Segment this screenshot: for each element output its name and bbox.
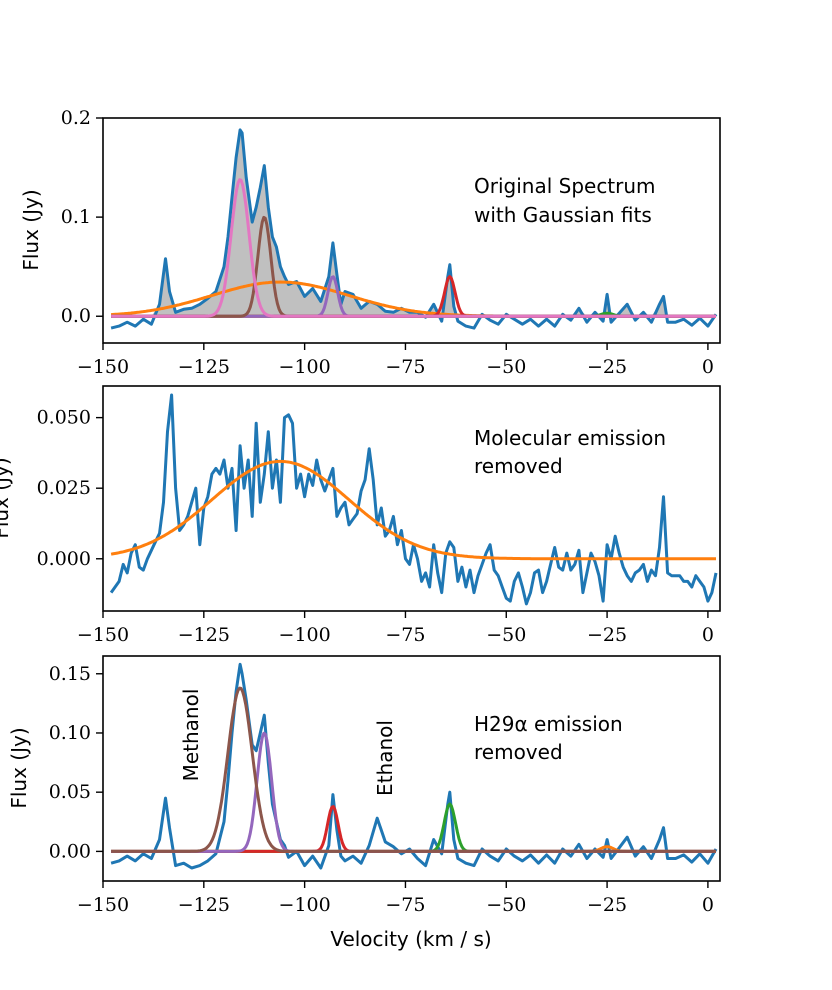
x-tick-label: −125 (178, 356, 230, 378)
axes-frame (102, 385, 721, 612)
y-tick-label: 0.000 (37, 548, 91, 570)
x-axis-ticks: −150 −125 −100 −75 −50 −25 0 (77, 881, 714, 916)
annotation-removed: removed (474, 454, 563, 478)
y-axis-ticks: 0.0 0.1 0.2 (61, 107, 103, 327)
panel-molecular-removed: −150 −125 −100 −75 −50 −25 0 0.000 0.025 0.050 F… (0, 385, 721, 646)
x-axis-ticks: −150 −125 −100 −75 −50 −25 0 (77, 343, 714, 378)
x-tick-label: −100 (279, 624, 331, 646)
x-axis-title: Velocity (km / s) (330, 927, 491, 951)
x-tick-label: −150 (77, 624, 129, 646)
y-tick-label: 0.00 (49, 840, 91, 862)
x-tick-label: −125 (178, 624, 230, 646)
y-tick-label: 0.10 (49, 722, 91, 744)
annotation-molecular-emission: Molecular emission (474, 426, 666, 450)
plot-area (109, 393, 718, 606)
annotation-gaussian-fits: with Gaussian fits (474, 203, 652, 227)
annotation-h29a-emission: H29α emission (474, 712, 623, 736)
plot-area (110, 128, 718, 330)
y-axis-title: Flux (Jy) (19, 189, 43, 270)
y-tick-label: 0.1 (61, 206, 91, 228)
y-tick-label: 0.050 (37, 407, 91, 429)
x-axis-ticks: −150 −125 −100 −75 −50 −25 0 (77, 611, 714, 646)
series-gaussian-fit-1 (110, 459, 716, 561)
x-tick-label: −100 (279, 894, 331, 916)
x-tick-label: −75 (385, 894, 425, 916)
x-tick-label: −150 (77, 356, 129, 378)
x-tick-label: 0 (702, 894, 714, 916)
plot-area (110, 662, 718, 870)
x-tick-label: 0 (702, 356, 714, 378)
x-tick-label: −25 (587, 356, 627, 378)
y-axis-title: Flux (Jy) (0, 457, 13, 538)
x-tick-label: 0 (702, 624, 714, 646)
annotation-original-spectrum: Original Spectrum (474, 174, 656, 198)
panel-h29a-removed: −150 −125 −100 −75 −50 −25 0 0.000.050.100.15 … (7, 655, 721, 916)
series-observed-spectrum (110, 128, 718, 330)
annotation-ethanol: Ethanol (373, 720, 397, 796)
annotation-removed: removed (474, 740, 563, 764)
x-tick-label: −100 (279, 356, 331, 378)
y-axis-ticks: 0.000 0.025 0.050 (37, 407, 103, 570)
series-gaussian-fit-6 (111, 178, 716, 318)
x-tick-label: −50 (486, 624, 526, 646)
x-tick-label: −25 (587, 894, 627, 916)
x-tick-label: −50 (486, 356, 526, 378)
x-tick-label: −25 (587, 624, 627, 646)
y-tick-label: 0.05 (49, 781, 91, 803)
annotation-methanol: Methanol (179, 689, 203, 782)
panel-original-spectrum: −150 −125 −100 −75 −50 −25 0 0.0 0.1 0.2 Flux (J… (19, 107, 721, 378)
axes-frame (102, 117, 721, 344)
y-axis-title: Flux (Jy) (7, 727, 31, 808)
x-tick-label: −150 (77, 894, 129, 916)
x-tick-label: −75 (385, 356, 425, 378)
series-gaussian-fit-5 (111, 686, 716, 853)
y-axis-ticks: 0.00 0.05 0.10 0.15 (49, 663, 103, 862)
x-tick-label: −50 (486, 894, 526, 916)
y-tick-label: 0.2 (61, 107, 91, 129)
x-tick-label: −125 (178, 894, 230, 916)
y-tick-label: 0.15 (49, 663, 91, 685)
y-tick-label: 0.025 (37, 477, 91, 499)
x-tick-label: −75 (385, 624, 425, 646)
axes-frame (102, 655, 721, 882)
series-observed-spectrum (110, 662, 718, 870)
y-tick-label: 0.0 (61, 305, 91, 327)
